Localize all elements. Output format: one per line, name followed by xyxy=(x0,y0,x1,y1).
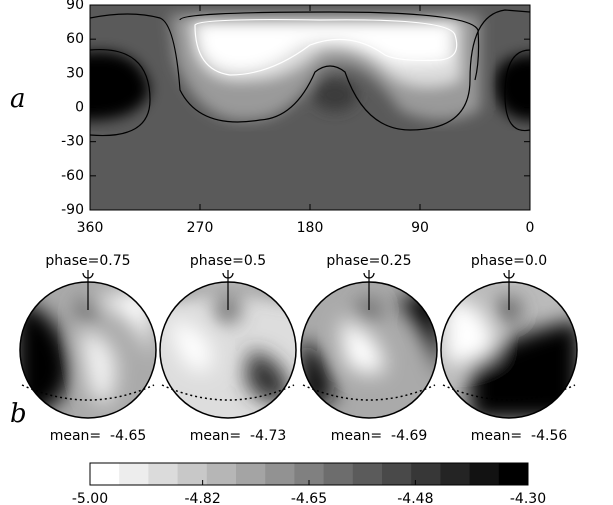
spheres: phase=0.75 phase=0.5 phase=0.25 phase=0.… xyxy=(19,253,578,444)
x-tick-label: 360 xyxy=(77,220,104,236)
y-tick-label: -90 xyxy=(61,202,84,218)
map-image xyxy=(90,5,530,210)
colorbar-step xyxy=(411,463,441,485)
y-tick-label: -30 xyxy=(61,134,84,150)
y-tick-label: -60 xyxy=(61,168,84,184)
y-tick-label: 0 xyxy=(75,100,84,116)
panel-label: a xyxy=(10,84,26,114)
sphere-image xyxy=(441,282,577,418)
mean-label: mean= -4.65 xyxy=(50,428,147,444)
colorbar-step xyxy=(148,463,179,485)
sphere-image xyxy=(160,282,296,418)
x-tick-label: 180 xyxy=(297,220,324,236)
colorbar-step xyxy=(206,463,237,485)
colorbar-step xyxy=(352,463,383,485)
colorbar-tick-label: -4.65 xyxy=(291,491,327,505)
colorbar-step xyxy=(469,463,500,485)
panel-label: b xyxy=(10,399,27,429)
colorbar-step xyxy=(119,463,149,485)
y-tick-label: 90 xyxy=(66,0,84,13)
mean-label: mean= -4.69 xyxy=(331,428,428,444)
colorbar-step xyxy=(294,463,325,485)
x-tick-label: 90 xyxy=(411,220,429,236)
colorbar-step xyxy=(498,463,529,485)
x-tick-label: 270 xyxy=(187,220,214,236)
colorbar-step xyxy=(236,463,266,485)
colorbar-tick-label: -4.82 xyxy=(185,491,221,505)
phase-label: phase=0.25 xyxy=(326,253,411,269)
colorbar-step xyxy=(265,463,295,485)
phase-label: phase=0.75 xyxy=(45,253,130,269)
colorbar-step xyxy=(177,463,208,485)
phase-label: phase=0.5 xyxy=(190,253,266,269)
colorbar-tick-label: -4.30 xyxy=(510,491,546,505)
y-tick-label: 60 xyxy=(66,31,84,47)
colorbar-step xyxy=(382,463,412,485)
colorbar: -5.00 -4.82 -4.65 -4.48 -4.30 xyxy=(72,462,546,505)
mean-label: mean= -4.73 xyxy=(190,428,287,444)
colorbar-tick-label: -5.00 xyxy=(72,491,108,505)
mean-label: mean= -4.56 xyxy=(471,428,568,444)
phase-label: phase=0.0 xyxy=(471,253,547,269)
y-tick-label: 30 xyxy=(66,65,84,81)
colorbar-step xyxy=(440,463,471,485)
x-tick-label: 0 xyxy=(526,220,535,236)
colorbar-step xyxy=(90,463,120,485)
colorbar-step xyxy=(323,463,354,485)
map-axes: -90 -60 -30 0 30 60 90 360 270 180 90 0 xyxy=(61,0,534,236)
colorbar-tick-label: -4.48 xyxy=(397,491,433,505)
